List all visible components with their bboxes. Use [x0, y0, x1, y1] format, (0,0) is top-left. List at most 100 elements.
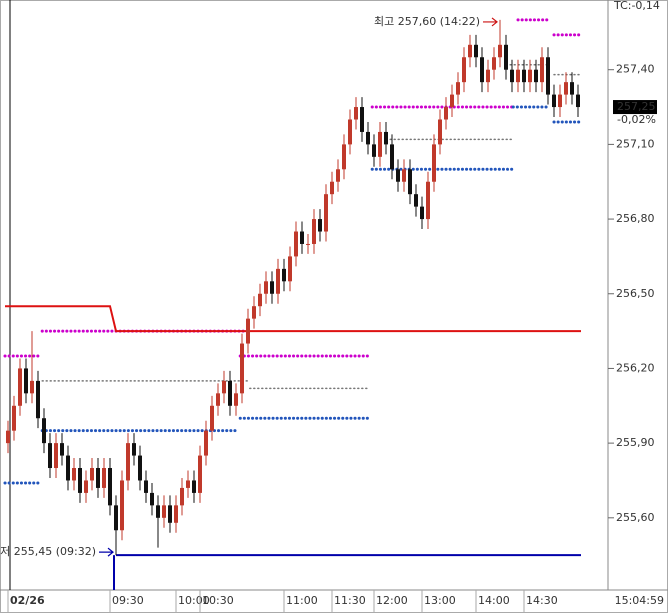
candle-body [546, 57, 550, 95]
y-tick-label: 257,40 [616, 63, 655, 76]
y-tick-label: 256,20 [616, 361, 655, 374]
candle-body [30, 380, 34, 394]
candle-body [240, 343, 244, 394]
candle-body [36, 380, 40, 419]
candle-body [528, 69, 532, 83]
candle-body [270, 281, 274, 294]
candle-body [108, 468, 112, 506]
candle-body [432, 144, 436, 182]
x-tick-label: 14:00 [478, 594, 510, 607]
candle-body [564, 82, 568, 95]
candle-body [168, 505, 172, 523]
annotation-text: 최고 257,60 (14:22) [374, 15, 480, 28]
candle-body [288, 256, 292, 282]
candle-body [372, 144, 376, 157]
candle-body [294, 231, 298, 257]
candle-body [378, 131, 382, 157]
candle-body [468, 44, 472, 58]
candle-body [120, 480, 124, 531]
candle-body [498, 44, 502, 58]
annotation-arrow [99, 547, 114, 557]
candle-body [414, 194, 418, 207]
candle-body [132, 443, 136, 456]
candle-body [144, 480, 148, 493]
last-time: 15:04:59 [615, 594, 664, 607]
x-tick-label: 09:30 [112, 594, 144, 607]
candle-body [54, 443, 58, 469]
candle-body [228, 380, 232, 406]
candle-body [96, 468, 100, 488]
candle-body [210, 405, 214, 431]
candle-body [306, 243, 310, 245]
candle-body [486, 69, 490, 83]
candle-body [66, 455, 70, 481]
x-tick-label: 02/26 [10, 594, 45, 607]
candle-body [216, 393, 220, 406]
top-label: TC:-0,14 [613, 0, 660, 12]
reference-line [5, 305, 581, 333]
candle-body [258, 293, 262, 307]
candle-body [312, 219, 316, 244]
x-tick-label: 12:00 [376, 594, 408, 607]
annotation-arrow [483, 17, 498, 27]
annotation-text: 저 255,45 (09:32) [0, 545, 96, 558]
candle-body [492, 57, 496, 70]
candle-body [420, 206, 424, 220]
y-tick-label: 257,10 [616, 137, 655, 150]
candle-body [576, 94, 580, 108]
candle-body [510, 69, 514, 83]
candle-body [324, 194, 328, 232]
candle-body [450, 94, 454, 108]
current-price-box [613, 100, 657, 115]
candle-body [222, 380, 226, 394]
candle-body [318, 219, 322, 232]
candle-body [150, 492, 154, 506]
candle-body [516, 69, 520, 83]
current-price-label: 257,25 [617, 100, 656, 113]
candle-body [360, 107, 364, 132]
candle-body [330, 181, 334, 195]
candle-body [534, 69, 538, 83]
candle-body [354, 107, 358, 120]
candle-body [72, 468, 76, 481]
candle-body [402, 169, 406, 182]
x-tick-label: 14:30 [526, 594, 558, 607]
candle-body [78, 468, 82, 493]
candle-body [282, 268, 286, 282]
candle-body [396, 169, 400, 182]
candle-body [456, 82, 460, 95]
candle-body [48, 443, 52, 469]
candle-body [570, 82, 574, 95]
candle-body [504, 44, 508, 70]
candle-body [336, 169, 340, 182]
candle-body [156, 505, 160, 518]
candle-body [540, 57, 544, 83]
candle-body [474, 44, 478, 58]
candle-body [126, 443, 130, 481]
candle-body [24, 368, 28, 394]
x-tick-label: 10:00 [178, 594, 210, 607]
candle-body [192, 480, 196, 493]
candle-body [162, 505, 166, 518]
candle-body [60, 443, 64, 456]
y-tick-label: 255,90 [616, 436, 655, 449]
candle-body [252, 306, 256, 319]
candle-body [390, 144, 394, 170]
candle-body [12, 405, 16, 431]
candle-body [138, 455, 142, 481]
change-label: -0,02% [617, 113, 656, 126]
candle-body [90, 468, 94, 481]
candle-body [42, 418, 46, 444]
candle-body [300, 231, 304, 244]
candle-body [276, 268, 280, 294]
candle-body [384, 131, 388, 145]
candle-body [84, 480, 88, 493]
y-tick-label: 256,80 [616, 212, 655, 225]
candle-body [198, 455, 202, 493]
candle-body [552, 94, 556, 108]
candle-body [174, 505, 178, 523]
candle-body [426, 181, 430, 220]
candle-body [264, 281, 268, 294]
